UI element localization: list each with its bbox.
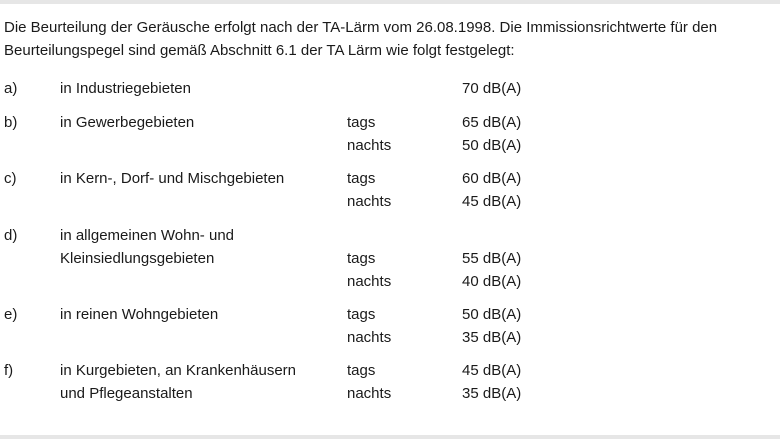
time-of-day: tags <box>347 362 376 379</box>
area-label: in reinen Wohngebieten <box>60 306 219 323</box>
area-label: in Industriegebieten <box>60 80 191 97</box>
intro-line-1: Die Beurteilung der Geräusche erfolgt na… <box>4 19 718 36</box>
limit-value: 35 dB(A) <box>462 385 522 402</box>
limit-value: 35 dB(A) <box>462 329 522 346</box>
limit-row: d) in allgemeinen Wohn- und <box>0 225 780 247</box>
limit-row: und Pflegeanstalten nachts 35 dB(A) <box>0 383 780 405</box>
limit-row: nachts 40 dB(A) <box>0 271 780 293</box>
limit-value: 55 dB(A) <box>462 250 522 267</box>
limit-value: 40 dB(A) <box>462 273 522 290</box>
time-of-day: tags <box>347 114 376 131</box>
limit-row: e) in reinen Wohngebieten tags 50 dB(A) <box>0 304 780 326</box>
area-label: Kleinsiedlungsgebieten <box>60 250 215 267</box>
area-label: in Gewerbegebieten <box>60 114 195 131</box>
row-letter: e) <box>4 306 18 323</box>
row-letter: b) <box>4 114 18 131</box>
limit-value: 70 dB(A) <box>462 80 522 97</box>
limit-row: nachts 35 dB(A) <box>0 327 780 349</box>
limit-value: 45 dB(A) <box>462 362 522 379</box>
area-label: in Kern-, Dorf- und Mischgebieten <box>60 170 285 187</box>
time-of-day: tags <box>347 170 376 187</box>
limit-row: f) in Kurgebieten, an Krankenhäusern tag… <box>0 360 780 382</box>
row-letter: f) <box>4 362 14 379</box>
row-letter: a) <box>4 80 18 97</box>
time-of-day: tags <box>347 306 376 323</box>
time-of-day: tags <box>347 250 376 267</box>
intro-paragraph: Die Beurteilung der Geräusche erfolgt na… <box>4 16 780 62</box>
time-of-day: nachts <box>347 385 392 402</box>
limit-row: nachts 50 dB(A) <box>0 135 780 157</box>
limit-value: 65 dB(A) <box>462 114 522 131</box>
area-label: in allgemeinen Wohn- und <box>60 227 235 244</box>
row-letter: c) <box>4 170 17 187</box>
limit-row: c) in Kern-, Dorf- und Mischgebieten tag… <box>0 168 780 190</box>
limit-row: nachts 45 dB(A) <box>0 191 780 213</box>
intro-line-2: Beurteilungspegel sind gemäß Abschnitt 6… <box>4 42 515 59</box>
limit-value: 45 dB(A) <box>462 193 522 210</box>
time-of-day: nachts <box>347 273 392 290</box>
limit-row: b) in Gewerbegebieten tags 65 dB(A) <box>0 112 780 134</box>
row-letter: d) <box>4 227 18 244</box>
limit-row: a) in Industriegebieten 70 dB(A) <box>0 78 780 100</box>
time-of-day: nachts <box>347 137 392 154</box>
document-page: Die Beurteilung der Geräusche erfolgt na… <box>0 4 780 435</box>
limit-row: Kleinsiedlungsgebieten tags 55 dB(A) <box>0 248 780 270</box>
limit-value: 50 dB(A) <box>462 137 522 154</box>
area-label: und Pflegeanstalten <box>60 385 193 402</box>
time-of-day: nachts <box>347 193 392 210</box>
time-of-day: nachts <box>347 329 392 346</box>
limit-value: 60 dB(A) <box>462 170 522 187</box>
limit-value: 50 dB(A) <box>462 306 522 323</box>
area-label: in Kurgebieten, an Krankenhäusern <box>60 362 297 379</box>
